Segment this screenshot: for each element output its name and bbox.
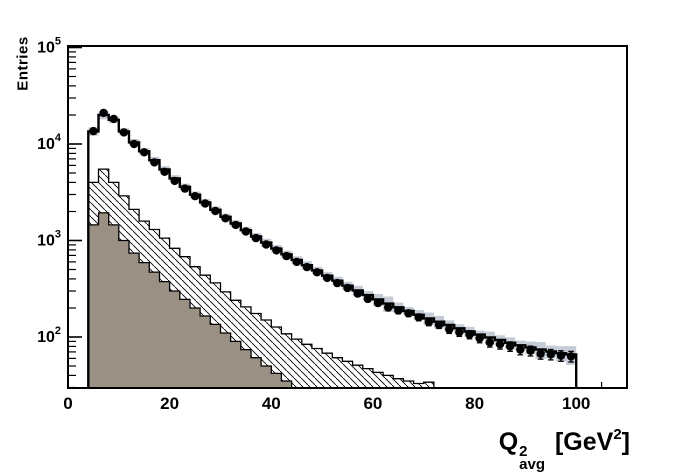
data-point-marker: [495, 340, 505, 349]
data-point-marker: [373, 298, 383, 308]
y-axis-tick-labels: 102 103 104 105: [37, 36, 62, 347]
filled-mc-histogram: [87, 212, 293, 389]
data-point-marker: [119, 128, 129, 137]
data-point-marker: [241, 227, 251, 236]
data-point-marker: [312, 268, 322, 277]
x-axis-title: Q 2 avg [GeV2]: [370, 426, 630, 472]
plot-frame: [67, 45, 628, 389]
data-point-marker: [536, 349, 545, 358]
data-point-marker: [282, 251, 291, 261]
data-point-marker: [292, 257, 301, 267]
data-point-marker: [150, 158, 159, 167]
x-tick-label: 20: [160, 394, 179, 413]
data-point-marker: [353, 289, 362, 298]
data-point-marker: [465, 330, 474, 339]
data-point-marker: [363, 294, 372, 304]
data-point-marker: [394, 306, 403, 315]
data-point-marker: [516, 345, 525, 354]
data-point-marker: [566, 352, 576, 361]
x-tick-label: 100: [562, 394, 590, 413]
data-point-marker: [129, 139, 139, 149]
x-title-sup: 2: [519, 443, 528, 460]
data-point-marker: [526, 346, 535, 355]
x-tick-label: 60: [363, 394, 382, 413]
data-points: [89, 108, 576, 363]
data-point-marker: [109, 114, 118, 124]
data-point-marker: [231, 220, 240, 230]
data-point-marker: [201, 199, 210, 208]
x-title-supsub: 2 avg: [519, 443, 546, 473]
data-point-marker: [211, 206, 220, 216]
data-point-marker: [170, 176, 179, 186]
data-point-marker: [485, 338, 494, 347]
data-point-marker: [302, 262, 312, 272]
x-tick-label: 40: [262, 394, 281, 413]
x-tick-label: 80: [465, 394, 484, 413]
data-point-marker: [424, 317, 433, 327]
data-point-marker: [445, 325, 454, 334]
data-point-marker: [404, 309, 413, 318]
x-title-unit-sup: 2: [613, 426, 622, 443]
data-point-marker: [546, 350, 555, 359]
x-title-sub: avg: [519, 455, 546, 473]
x-title-unit: [GeV: [548, 428, 614, 456]
data-point-marker: [272, 246, 281, 255]
data-point-marker: [323, 273, 332, 283]
x-axis-tick-labels: 0 20 40 60 80 100: [63, 394, 590, 413]
data-point-marker: [455, 328, 464, 337]
data-point-marker: [180, 184, 190, 193]
data-point-marker: [221, 214, 230, 223]
data-point-marker: [556, 351, 566, 360]
data-point-marker: [99, 108, 108, 118]
x-title-unit-close: ]: [621, 428, 630, 456]
data-point-marker: [262, 240, 271, 249]
y-tick-label: 102: [37, 325, 61, 346]
data-point-marker: [434, 320, 444, 329]
data-point-marker: [160, 167, 169, 176]
y-tick-label: 105: [37, 36, 61, 57]
data-point-marker: [190, 192, 200, 201]
data-point-marker: [414, 313, 423, 322]
data-point-marker: [140, 148, 149, 157]
data-point-marker: [251, 233, 261, 243]
data-point-marker: [505, 342, 515, 351]
x-tick-label: 0: [63, 394, 72, 413]
data-point-marker: [89, 126, 98, 136]
y-tick-label: 103: [37, 229, 61, 250]
x-title-base: Q: [498, 428, 519, 456]
y-axis-title: Entries: [14, 36, 32, 91]
total-mc-line: [87, 113, 578, 388]
data-point-marker: [333, 278, 342, 288]
data-point-marker: [384, 303, 393, 312]
data-point-marker: [343, 283, 352, 293]
data-point-marker: [475, 334, 484, 343]
y-tick-label: 104: [37, 132, 62, 153]
